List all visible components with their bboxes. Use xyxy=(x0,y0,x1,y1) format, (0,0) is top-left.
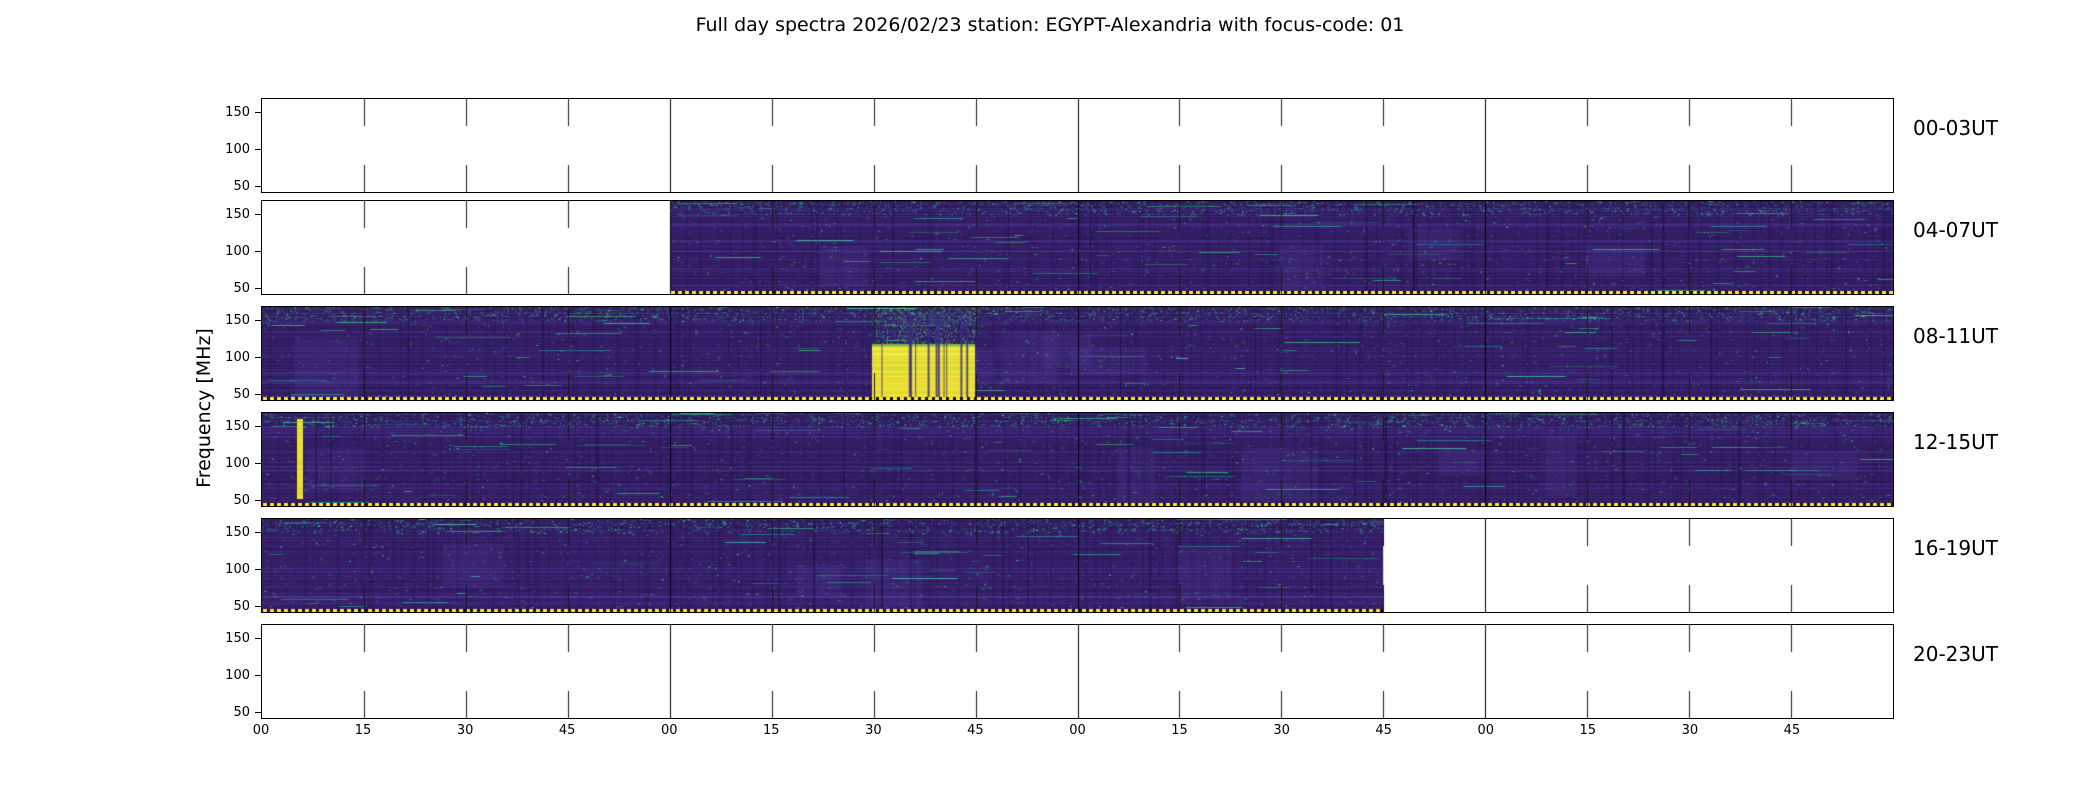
y-tick-label: 150 xyxy=(225,419,250,434)
y-tick-mark xyxy=(255,357,261,358)
y-tick-label: 50 xyxy=(233,705,250,720)
spectra-row: 150 100 50 04-07UT xyxy=(225,200,1998,295)
y-tick-mark xyxy=(255,500,261,501)
y-tick-label: 100 xyxy=(225,142,250,157)
y-tick-mark xyxy=(255,149,261,150)
row-time-label: 12-15UT xyxy=(1913,430,1998,454)
x-tick-label: 30 xyxy=(865,723,882,738)
y-tick-mark xyxy=(255,569,261,570)
x-tick-label: 45 xyxy=(558,723,576,738)
spectrogram-canvas xyxy=(262,519,1893,612)
x-tick-label: 30 xyxy=(1681,723,1699,738)
x-tick-label: 15 xyxy=(763,723,780,738)
y-tick-mark xyxy=(255,394,261,395)
x-tick-label: 15 xyxy=(1579,723,1597,738)
y-tick-mark xyxy=(255,675,261,676)
y-tick-mark xyxy=(255,320,261,321)
x-tick-label: 00 xyxy=(252,723,270,738)
y-tick-label: 100 xyxy=(225,244,250,259)
y-tick-mark xyxy=(255,214,261,215)
y-tick-label: 50 xyxy=(233,281,250,296)
spectra-row: 150 100 50 20-23UT xyxy=(225,624,1998,719)
x-tick-label: 45 xyxy=(1375,723,1392,738)
y-tick-label: 150 xyxy=(225,631,250,646)
y-tick-mark xyxy=(255,186,261,187)
row-time-label: 16-19UT xyxy=(1913,536,1998,560)
y-tick-mark xyxy=(255,288,261,289)
x-tick-label: 00 xyxy=(1069,723,1086,738)
y-tick-mark xyxy=(255,532,261,533)
x-tick-label: 15 xyxy=(1171,723,1188,738)
x-tick-label: 45 xyxy=(967,723,984,738)
y-tick-mark xyxy=(255,463,261,464)
spectrogram-canvas xyxy=(262,307,1893,400)
spectra-row: 150 100 50 16-19UT xyxy=(225,518,1998,613)
figure-title: Full day spectra 2026/02/23 station: EGY… xyxy=(695,14,1405,36)
spectrogram-canvas xyxy=(262,201,1893,294)
y-tick-label: 150 xyxy=(225,207,250,222)
row-time-label: 08-11UT xyxy=(1913,324,1998,348)
y-tick-mark xyxy=(255,426,261,427)
x-tick-label: 15 xyxy=(354,723,372,738)
spectra-row: 150 100 50 12-15UT xyxy=(225,412,1998,507)
x-tick-label: 45 xyxy=(1783,723,1801,738)
y-tick-label: 50 xyxy=(233,493,250,508)
y-tick-label: 50 xyxy=(233,387,250,402)
row-time-label: 04-07UT xyxy=(1913,218,1998,242)
y-tick-mark xyxy=(255,251,261,252)
x-tick-label: 30 xyxy=(456,723,474,738)
y-tick-label: 150 xyxy=(225,105,250,120)
spectrogram-canvas xyxy=(262,413,1893,506)
y-tick-mark xyxy=(255,606,261,607)
x-tick-label: 00 xyxy=(660,723,678,738)
x-tick-label: 30 xyxy=(1273,723,1290,738)
row-time-label: 20-23UT xyxy=(1913,642,1998,666)
y-tick-label: 100 xyxy=(225,562,250,577)
spectra-row: 150 100 50 08-11UT xyxy=(225,306,1998,401)
y-tick-label: 100 xyxy=(225,350,250,365)
y-tick-label: 150 xyxy=(225,525,250,540)
y-tick-mark xyxy=(255,712,261,713)
y-tick-label: 50 xyxy=(233,599,250,614)
y-tick-label: 100 xyxy=(225,668,250,683)
row-time-label: 00-03UT xyxy=(1913,116,1998,140)
spectra-row: 150 100 50 00-03UT xyxy=(225,98,1998,193)
spectrogram-canvas xyxy=(262,625,1893,718)
y-tick-label: 150 xyxy=(225,313,250,328)
y-tick-mark xyxy=(255,112,261,113)
y-tick-mark xyxy=(255,638,261,639)
spectrogram-canvas xyxy=(262,99,1893,192)
y-tick-label: 50 xyxy=(233,179,250,194)
x-axis: 00 15 30 45 00 15 30 45 00 15 30 45 00 1… xyxy=(253,723,1894,742)
x-tick-label: 00 xyxy=(1477,723,1495,738)
y-tick-label: 100 xyxy=(225,456,250,471)
